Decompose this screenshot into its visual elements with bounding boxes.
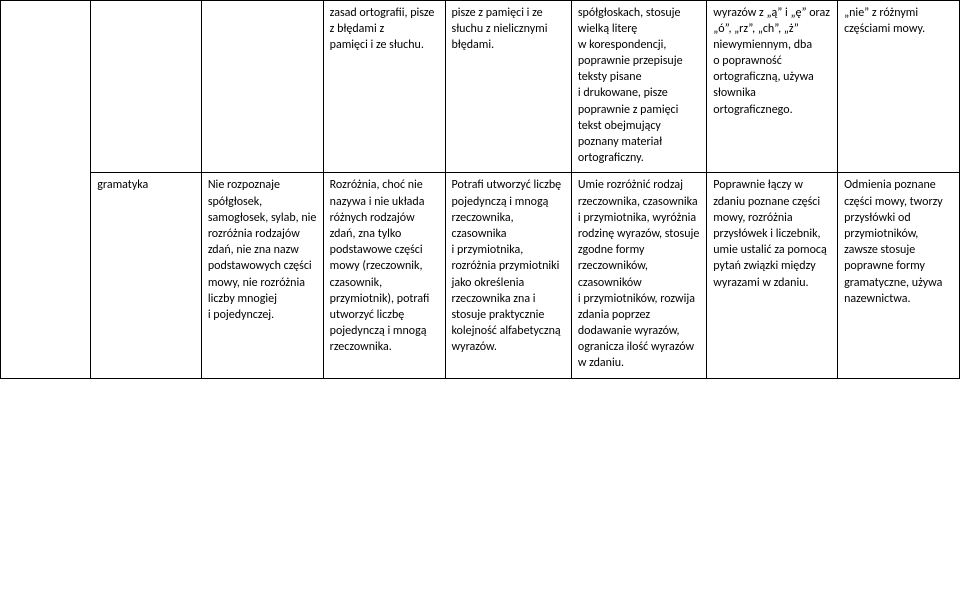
cell-r1-c7: „nie” z różnymi częściami mowy. bbox=[838, 0, 960, 173]
cell-r2-c1: gramatyka bbox=[91, 173, 202, 378]
cell-r2-c6: Poprawnie łączy w zdaniu poznane części … bbox=[707, 173, 838, 378]
table-row: gramatyka Nie rozpoznaje spółgłosek, sam… bbox=[1, 173, 960, 378]
cell-r2-c2: Nie rozpoznaje spółgłosek, samogłosek, s… bbox=[201, 173, 323, 378]
cell-r1-c6: wyrazów z „ą” i „ę” oraz „ó”, „rz”, „ch”… bbox=[707, 0, 838, 173]
cell-r1-c1 bbox=[91, 0, 202, 173]
cell-r2-c3: Rozróżnia, choć nie nazywa i nie układa … bbox=[323, 173, 445, 378]
cell-r1-c2 bbox=[201, 0, 323, 173]
cell-r1-c0 bbox=[1, 0, 91, 378]
cell-r1-c3: zasad ortografii, pisze z błędami z pami… bbox=[323, 0, 445, 173]
cell-r2-c7: Odmienia poznane części mowy, tworzy prz… bbox=[838, 173, 960, 378]
cell-r1-c5: spółgłoskach, stosuje wielką literę w ko… bbox=[571, 0, 706, 173]
cell-r2-c4: Potrafi utworzyć liczbę pojedynczą i mno… bbox=[445, 173, 571, 378]
cell-r1-c4: pisze z pamięci i ze słuchu z nielicznym… bbox=[445, 0, 571, 173]
cell-r2-c5: Umie rozróżnić rodzaj rzeczownika, czaso… bbox=[571, 173, 706, 378]
curriculum-table: zasad ortografii, pisze z błędami z pami… bbox=[0, 0, 960, 379]
table-row: zasad ortografii, pisze z błędami z pami… bbox=[1, 0, 960, 173]
